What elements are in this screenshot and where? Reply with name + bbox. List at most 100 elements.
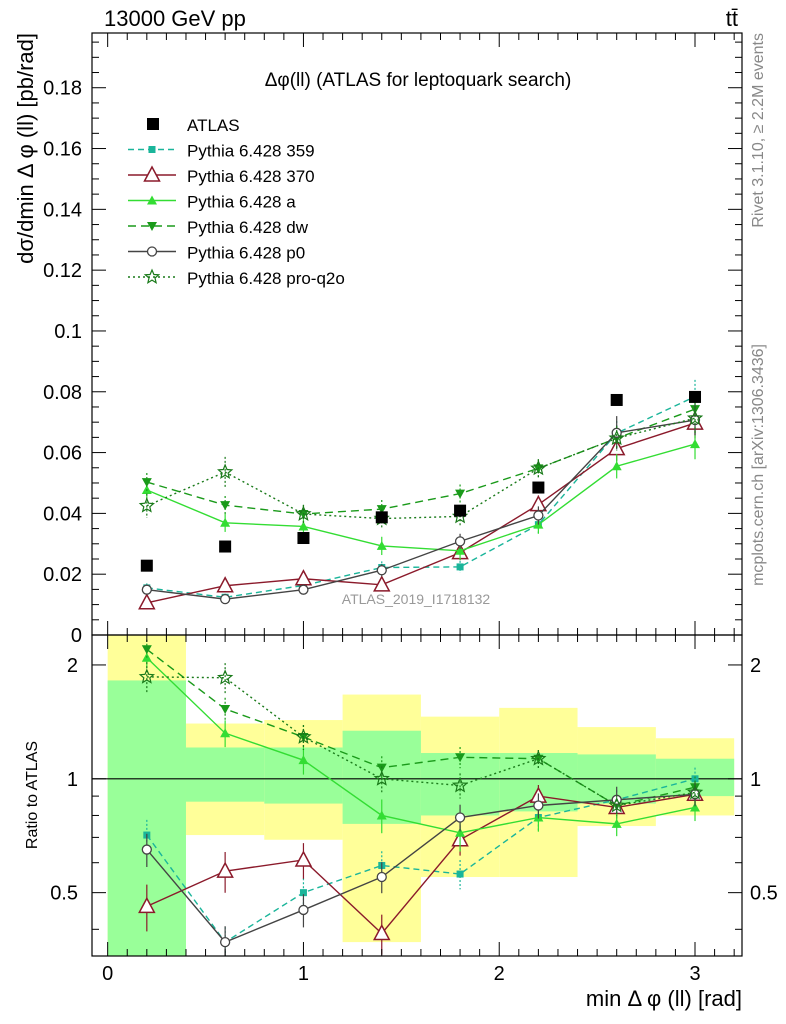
y-axis-label: dσ/dmin Δ φ (ll) [pb/rad] xyxy=(13,33,38,264)
series-6-ratio-point xyxy=(451,776,469,793)
series-1-ratio-point xyxy=(691,775,699,783)
series-1-point xyxy=(456,563,464,571)
series-5-ratio-point xyxy=(298,904,309,916)
series-3-ratio-line xyxy=(146,657,696,834)
ratio-frame xyxy=(91,634,743,957)
series-4-ratio-point xyxy=(220,704,231,714)
ratio-tick-label: 0.5 xyxy=(750,883,778,905)
series-6-line xyxy=(146,417,696,520)
y-tick-label: 0.14 xyxy=(43,199,82,221)
series-6-ratio-point xyxy=(608,796,625,813)
series-4-point xyxy=(455,489,466,499)
series-6-point xyxy=(530,459,547,476)
legend-marker-6 xyxy=(143,268,161,284)
series-5-ratio-point xyxy=(141,844,152,855)
legend-marker-5 xyxy=(146,246,158,257)
series-4-ratio-point xyxy=(141,645,152,655)
series-4-ratio-line xyxy=(146,648,696,807)
legend-marker-3 xyxy=(147,195,157,205)
series-6-point xyxy=(295,505,312,521)
series-5-ratio-point xyxy=(376,871,387,883)
ratio-tick-label: 0.5 xyxy=(50,883,78,905)
atlas-data-point xyxy=(610,393,623,406)
ratio-tick-label: 2 xyxy=(67,655,78,677)
watermark: ATLAS_2019_I1718132 xyxy=(342,591,491,607)
series-3-point xyxy=(690,439,701,449)
series-2-ratio-point xyxy=(216,861,234,878)
series-5-point xyxy=(533,510,544,521)
rivet-version-label: Rivet 3.1.10, ≥ 2.2M events xyxy=(750,33,767,228)
atlas-data-point xyxy=(454,504,467,517)
x-tick-label: 1 xyxy=(298,963,309,985)
x-tick-label: 2 xyxy=(494,963,505,985)
series-3-ratio-point xyxy=(220,728,231,738)
atlas-data-point xyxy=(532,481,545,494)
ratio-axis-label: Ratio to ATLAS xyxy=(24,741,41,849)
y-tick-label: 0.02 xyxy=(43,564,82,586)
series-1-ratio-line xyxy=(146,778,696,944)
y-tick-label: 0.16 xyxy=(43,139,82,161)
series-6-ratio-point xyxy=(138,668,156,684)
series-3-point xyxy=(611,461,622,471)
series-4-line xyxy=(146,408,696,515)
process-label: tt̄ xyxy=(726,6,738,31)
series-4-point xyxy=(220,501,231,511)
y-tick-label: 0.12 xyxy=(43,260,82,282)
series-5-point xyxy=(454,536,466,547)
y-tick-label: 0.04 xyxy=(43,503,82,525)
series-3-ratio-point xyxy=(298,755,309,765)
series-6-ratio-point xyxy=(530,750,547,766)
series-1-line xyxy=(146,395,696,599)
series-6-point xyxy=(608,429,625,446)
series-3-ratio-point xyxy=(376,810,387,820)
series-3-ratio-point xyxy=(690,802,701,812)
y-tick-label: 0.1 xyxy=(54,321,82,343)
series-3-ratio-point xyxy=(455,827,466,837)
series-6-point xyxy=(686,409,704,426)
mcplots-label: mcplots.cern.ch [arXiv:1306.3436] xyxy=(750,344,767,586)
series-6-ratio-point xyxy=(295,728,312,744)
series-5-point xyxy=(376,565,387,576)
x-tick-label: 0 xyxy=(102,963,113,985)
series-4-point xyxy=(141,478,152,488)
series-5-point xyxy=(298,584,309,595)
legend-label-6: Pythia 6.428 pro-q2o xyxy=(187,269,345,288)
series-1-ratio-point xyxy=(456,870,464,878)
series-2-point xyxy=(294,569,313,586)
legend-atlas-marker xyxy=(147,118,159,130)
series-3-ratio-point xyxy=(611,818,622,828)
series-3-point xyxy=(220,517,231,527)
series-6-ratio-point xyxy=(373,770,390,786)
legend-label-4: Pythia 6.428 dw xyxy=(187,218,309,237)
energy-label: 13000 GeV pp xyxy=(104,6,246,31)
series-2-ratio-point xyxy=(294,850,313,867)
y-tick-label: 0.06 xyxy=(43,443,82,465)
atlas-data-point xyxy=(140,559,153,572)
y-tick-label: 0.08 xyxy=(43,382,82,404)
ratio-tick-label: 1 xyxy=(67,769,78,791)
series-5-point xyxy=(219,593,231,605)
series-2-point xyxy=(373,575,391,592)
series-2-point xyxy=(138,593,156,610)
atlas-data-point xyxy=(297,532,310,545)
legend-atlas-label: ATLAS xyxy=(187,116,240,135)
series-6-point xyxy=(217,463,234,479)
series-2-ratio-point xyxy=(138,896,156,914)
x-axis-label: min Δ φ (ll) [rad] xyxy=(586,986,742,1011)
series-5-point xyxy=(141,584,152,595)
uncertainty-band-green xyxy=(185,747,265,802)
y-tick-label: 0.18 xyxy=(43,78,82,100)
legend-label-2: Pythia 6.428 370 xyxy=(187,167,315,186)
series-2-line xyxy=(146,422,696,604)
series-5-ratio-point xyxy=(454,812,466,823)
series-3-line xyxy=(146,443,696,552)
ratio-tick-label: 1 xyxy=(750,769,761,791)
x-tick-label: 3 xyxy=(689,963,700,985)
ratio-tick-label: 2 xyxy=(750,655,761,677)
series-6-ratio-point xyxy=(217,669,234,685)
series-5-ratio-line xyxy=(146,793,696,943)
series-3-point xyxy=(298,521,309,531)
series-3-point xyxy=(376,540,387,550)
series-2-ratio-point xyxy=(373,923,391,941)
